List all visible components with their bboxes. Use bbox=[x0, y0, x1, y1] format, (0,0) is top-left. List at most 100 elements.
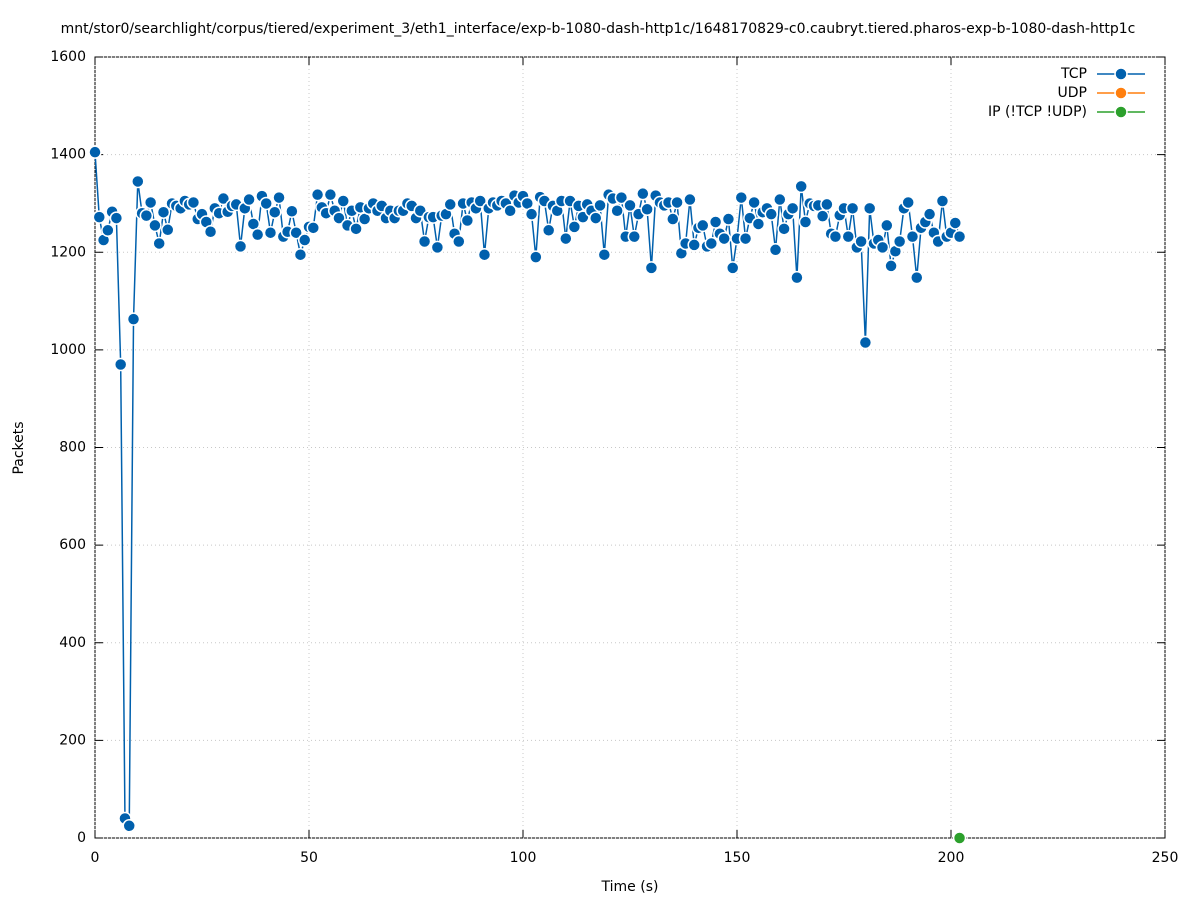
data-point bbox=[306, 221, 321, 235]
data-point bbox=[113, 357, 128, 372]
data-point bbox=[884, 259, 898, 273]
x-tick-label: 150 bbox=[724, 850, 751, 866]
data-point bbox=[892, 234, 907, 249]
data-point bbox=[768, 243, 783, 257]
data-point bbox=[845, 201, 860, 216]
y-tick-label: 600 bbox=[59, 537, 86, 553]
data-point bbox=[131, 174, 145, 189]
data-point bbox=[798, 215, 813, 229]
data-point bbox=[777, 222, 791, 236]
data-point bbox=[717, 231, 731, 246]
data-point bbox=[349, 222, 363, 236]
legend-label: UDP bbox=[1058, 85, 1087, 101]
data-point bbox=[109, 211, 124, 225]
data-point bbox=[725, 261, 740, 275]
data-point bbox=[143, 195, 158, 210]
y-tick-label: 800 bbox=[59, 440, 86, 456]
data-point bbox=[285, 204, 299, 218]
data-point bbox=[323, 187, 338, 202]
data-point bbox=[747, 195, 761, 210]
chart-title: mnt/stor0/searchlight/corpus/tiered/expe… bbox=[61, 21, 1136, 37]
data-point bbox=[156, 205, 171, 219]
data-point bbox=[614, 190, 629, 205]
data-point bbox=[139, 208, 154, 223]
data-point bbox=[203, 224, 218, 239]
data-point bbox=[263, 225, 278, 240]
data-point bbox=[310, 187, 325, 202]
data-point bbox=[721, 212, 736, 226]
data-point bbox=[417, 234, 432, 249]
data-point bbox=[670, 195, 684, 210]
data-point bbox=[905, 229, 920, 244]
data-point bbox=[734, 190, 749, 205]
data-point bbox=[161, 223, 175, 237]
data-point bbox=[683, 192, 697, 207]
series-line bbox=[94, 152, 961, 829]
x-tick-label: 100 bbox=[510, 850, 537, 866]
data-point bbox=[148, 218, 162, 233]
data-point bbox=[764, 207, 778, 221]
data-point bbox=[272, 190, 286, 205]
data-point bbox=[430, 240, 445, 255]
data-point bbox=[593, 198, 607, 213]
y-tick-label: 200 bbox=[59, 732, 86, 748]
data-point bbox=[790, 270, 804, 285]
y-tick-label: 1200 bbox=[50, 244, 86, 260]
data-point bbox=[785, 201, 800, 216]
data-point bbox=[623, 198, 637, 213]
data-point bbox=[794, 179, 808, 194]
data-point bbox=[952, 831, 967, 845]
data-point bbox=[704, 236, 719, 251]
y-tick-label: 400 bbox=[59, 635, 86, 651]
data-point bbox=[567, 220, 582, 234]
data-point bbox=[293, 247, 308, 262]
legend-swatch bbox=[1114, 86, 1128, 100]
data-point bbox=[828, 229, 843, 244]
data-point bbox=[460, 213, 475, 228]
data-point bbox=[92, 210, 107, 224]
data-point bbox=[815, 209, 830, 223]
data-point bbox=[708, 215, 723, 229]
data-point bbox=[268, 205, 282, 219]
y-axis-label: Packets bbox=[11, 421, 27, 474]
y-tick-label: 1600 bbox=[50, 49, 86, 65]
data-point bbox=[242, 192, 256, 207]
data-point bbox=[101, 223, 115, 238]
data-point bbox=[627, 229, 642, 244]
y-tick-label: 1400 bbox=[50, 147, 86, 163]
data-point bbox=[216, 191, 231, 206]
data-point bbox=[122, 819, 136, 833]
data-point bbox=[477, 247, 492, 262]
data-point bbox=[233, 239, 248, 254]
data-point bbox=[854, 234, 868, 249]
data-point bbox=[529, 250, 543, 264]
y-tick-label: 0 bbox=[77, 830, 86, 846]
x-axis-label: Time (s) bbox=[601, 879, 659, 895]
data-point bbox=[696, 218, 710, 233]
legend-swatch bbox=[1114, 105, 1128, 119]
data-point bbox=[250, 227, 265, 242]
data-point bbox=[473, 194, 487, 208]
data-point bbox=[186, 195, 201, 210]
data-point bbox=[751, 217, 766, 231]
x-tick-label: 200 bbox=[938, 850, 965, 866]
data-point bbox=[443, 197, 457, 212]
legend-label: TCP bbox=[1060, 66, 1087, 82]
data-point bbox=[875, 240, 890, 255]
data-point bbox=[880, 218, 894, 233]
data-point bbox=[289, 225, 303, 240]
legend-swatch bbox=[1114, 67, 1128, 81]
data-point bbox=[259, 196, 273, 211]
data-point bbox=[541, 223, 556, 238]
data-point bbox=[636, 186, 650, 201]
data-point bbox=[773, 192, 787, 207]
data-point bbox=[610, 204, 624, 218]
data-point bbox=[644, 261, 659, 275]
legend-label: IP (!TCP !UDP) bbox=[988, 104, 1087, 120]
data-point bbox=[858, 335, 873, 350]
data-point bbox=[297, 233, 312, 247]
data-point bbox=[503, 204, 517, 218]
x-tick-label: 50 bbox=[300, 850, 318, 866]
data-point bbox=[948, 216, 963, 230]
